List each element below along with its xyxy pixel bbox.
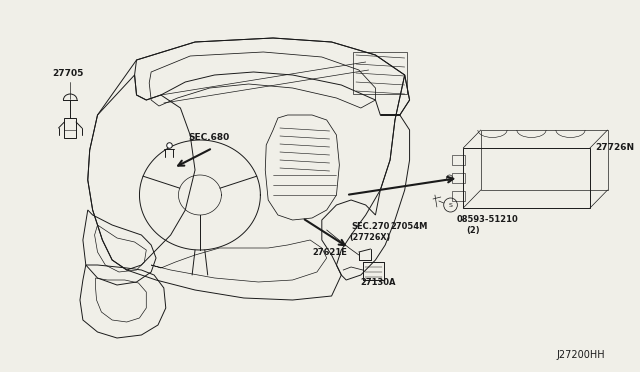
Text: SEC.270: SEC.270	[351, 222, 390, 231]
Text: 27054M: 27054M	[390, 222, 428, 231]
Bar	[481, 130, 607, 190]
Text: (2): (2)	[466, 226, 480, 235]
Text: S: S	[449, 202, 452, 208]
Text: (27726X): (27726X)	[349, 233, 390, 242]
Bar	[451, 155, 465, 165]
Text: SEC.680: SEC.680	[188, 133, 230, 142]
Bar	[463, 148, 590, 208]
Bar	[65, 118, 76, 138]
Bar	[451, 191, 465, 201]
Text: 27621E: 27621E	[312, 248, 347, 257]
Text: 08593-51210: 08593-51210	[456, 215, 518, 224]
Text: 27705: 27705	[52, 69, 84, 78]
Text: 27726N: 27726N	[595, 143, 634, 152]
Text: J27200HH: J27200HH	[556, 350, 605, 360]
Text: 27130A: 27130A	[361, 278, 396, 287]
Bar	[451, 173, 465, 183]
Bar	[353, 52, 406, 94]
